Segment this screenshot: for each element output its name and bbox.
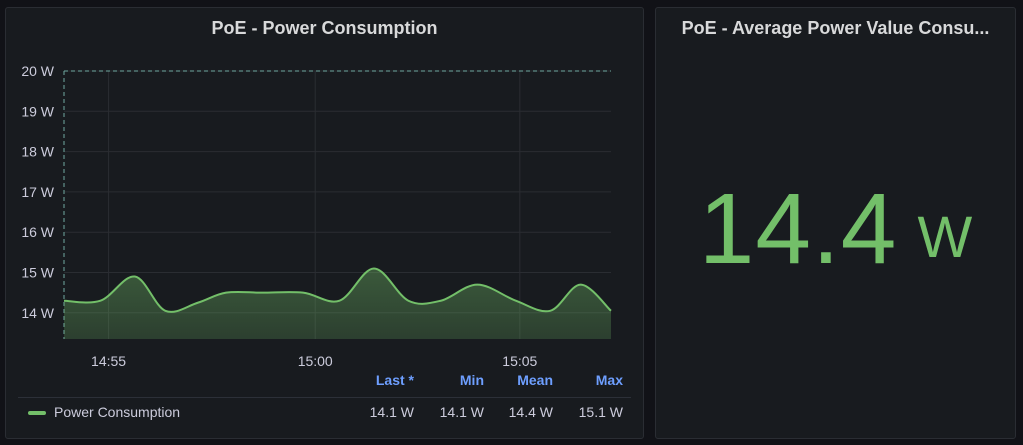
x-tick-label: 15:05 bbox=[502, 353, 537, 368]
legend-header-last[interactable]: Last * bbox=[375, 372, 414, 388]
x-tick-label: 14:55 bbox=[91, 353, 126, 368]
legend-value-last: 14.1 W bbox=[369, 404, 414, 420]
legend-series-name[interactable]: Power Consumption bbox=[54, 404, 181, 420]
series-line bbox=[63, 267, 612, 313]
legend-header-min[interactable]: Min bbox=[459, 372, 484, 388]
power-consumption-panel: PoE - Power Consumption 20 W 19 W 18 W 17 W… bbox=[5, 7, 644, 439]
y-tick-label: 14 W bbox=[21, 305, 54, 321]
y-tick-label: 19 W bbox=[21, 103, 54, 119]
y-tick-label: 20 W bbox=[21, 63, 54, 79]
series-color-swatch[interactable] bbox=[28, 411, 46, 415]
stat-container: 14.4 W bbox=[656, 8, 1015, 438]
series-area bbox=[64, 268, 611, 339]
legend-value-mean: 14.4 W bbox=[508, 404, 553, 420]
y-tick-label: 17 W bbox=[21, 184, 54, 200]
legend-header-mean[interactable]: Mean bbox=[517, 372, 553, 388]
y-tick-label: 16 W bbox=[21, 224, 54, 240]
legend-header: Last * Min Mean Max bbox=[6, 372, 643, 392]
stat-value: 14.4 bbox=[698, 172, 898, 285]
legend-value-min: 14.1 W bbox=[439, 404, 484, 420]
y-tick-label: 18 W bbox=[21, 144, 54, 160]
y-tick-label: 15 W bbox=[21, 265, 54, 281]
legend-value-max: 15.1 W bbox=[578, 404, 623, 420]
legend-divider bbox=[18, 397, 631, 398]
power-consumption-chart[interactable]: 20 W 19 W 18 W 17 W 16 W 15 W 14 W 14:55 15:00 15… bbox=[6, 8, 645, 368]
stat-unit: W bbox=[917, 204, 973, 270]
legend-row-power-consumption[interactable]: Power Consumption 14.1 W 14.1 W 14.4 W 1… bbox=[6, 402, 643, 422]
average-power-stat-panel: PoE - Average Power Value Consu... 14.4 … bbox=[655, 7, 1016, 439]
x-tick-label: 15:00 bbox=[298, 353, 333, 368]
legend-header-max[interactable]: Max bbox=[595, 372, 623, 388]
